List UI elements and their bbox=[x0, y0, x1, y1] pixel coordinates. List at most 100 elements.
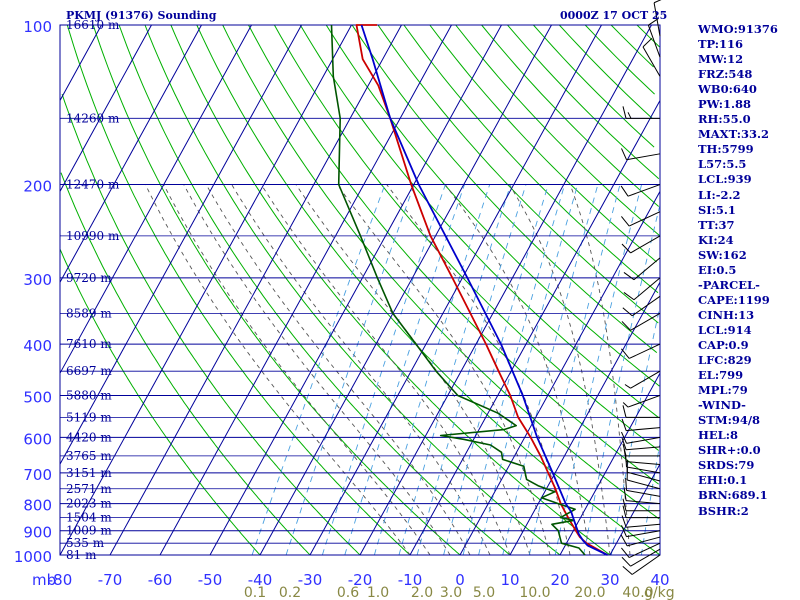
dry-adiabats bbox=[59, 24, 661, 556]
height-label: 14260 m bbox=[66, 111, 120, 125]
mixing-ratio-label: 2.0 bbox=[411, 585, 433, 600]
mixing-ratio-line bbox=[640, 444, 661, 556]
dry-adiabat bbox=[507, 24, 660, 180]
height-label: 16610 m bbox=[66, 18, 120, 32]
isotherm bbox=[609, 463, 661, 556]
wind-barb bbox=[622, 405, 660, 418]
dry-adiabat bbox=[481, 24, 660, 207]
height-label: 10990 m bbox=[66, 229, 120, 243]
chart-title: PKMJ (91376) Sounding bbox=[66, 9, 217, 22]
index-item: CAP:0.9 bbox=[698, 337, 749, 352]
moist-adiabat bbox=[509, 184, 611, 556]
height-label: 4420 m bbox=[66, 430, 112, 444]
temperature-tick-label: 20 bbox=[550, 571, 569, 589]
dry-adiabat bbox=[299, 24, 659, 418]
index-item: SI:5.1 bbox=[698, 202, 736, 217]
mixing-ratio-label: 1.0 bbox=[367, 585, 389, 600]
wind-barb bbox=[622, 505, 660, 519]
index-item: MPL:79 bbox=[698, 383, 748, 398]
dry-adiabat bbox=[455, 24, 661, 237]
height-label: 1504 m bbox=[66, 511, 112, 525]
isotherm bbox=[409, 100, 661, 556]
plot-frame bbox=[59, 24, 661, 556]
index-item: LFC:829 bbox=[698, 353, 752, 368]
index-item: -PARCEL- bbox=[698, 277, 760, 292]
mixing-ratio-line bbox=[462, 184, 566, 556]
wind-barbs bbox=[620, 0, 662, 575]
pressure-tick-label: 700 bbox=[23, 466, 52, 484]
temperature-tick-label: -20 bbox=[348, 571, 373, 589]
mixing-ratio-line bbox=[251, 184, 386, 556]
mixing-ratio-line bbox=[528, 184, 621, 556]
wind-barb bbox=[623, 257, 661, 281]
index-item: KI:24 bbox=[698, 232, 734, 247]
pressure-tick-label: 900 bbox=[23, 524, 52, 542]
index-item: -WIND- bbox=[698, 398, 746, 413]
height-label: 6697 m bbox=[66, 364, 112, 378]
mixing-unit-label: g/kg bbox=[644, 585, 675, 600]
height-label: 9720 m bbox=[66, 271, 112, 285]
pressure-tick-label: 800 bbox=[23, 497, 52, 515]
moist-adiabat bbox=[386, 184, 571, 556]
pressure-tick-label: 400 bbox=[23, 337, 52, 355]
wind-barb bbox=[621, 548, 661, 567]
isotherm bbox=[59, 24, 252, 374]
index-item: TT:37 bbox=[698, 217, 735, 232]
dry-adiabat bbox=[92, 24, 461, 556]
isotherm bbox=[159, 24, 452, 556]
wind-barb bbox=[621, 148, 661, 161]
mixing-ratio-label: 5.0 bbox=[473, 585, 495, 600]
index-item: LCL:939 bbox=[698, 172, 752, 187]
mixing-ratio-label: 0.6 bbox=[337, 585, 359, 600]
mixing-ratio-line bbox=[502, 184, 599, 556]
dry-adiabat bbox=[558, 24, 653, 119]
wind-barb bbox=[621, 525, 661, 538]
temperature-tick-label: -80 bbox=[48, 571, 73, 589]
moist-adiabat bbox=[205, 184, 471, 556]
height-label: 81 m bbox=[66, 548, 97, 562]
wind-barb bbox=[621, 437, 661, 451]
index-item: LCL:914 bbox=[698, 322, 752, 337]
wind-barb bbox=[621, 542, 661, 559]
temperature-tick-label: -70 bbox=[98, 571, 123, 589]
pressure-tick-label: 600 bbox=[23, 430, 52, 448]
index-item: BRN:689.1 bbox=[698, 488, 768, 503]
index-item: WB0:640 bbox=[698, 82, 757, 97]
wind-barb bbox=[620, 184, 661, 197]
dry-adiabat bbox=[610, 24, 654, 68]
isotherm bbox=[209, 24, 502, 556]
wind-barb bbox=[621, 418, 661, 432]
temperature-tick-label: 30 bbox=[600, 571, 619, 589]
isotherm bbox=[559, 372, 661, 556]
moist-adiabat bbox=[569, 184, 631, 556]
height-label: 5880 m bbox=[66, 388, 112, 402]
isotherm bbox=[359, 24, 652, 556]
wind-barb bbox=[622, 498, 660, 512]
pressure-unit-label: mb bbox=[32, 571, 56, 589]
dry-adiabat bbox=[429, 24, 657, 263]
isotherm bbox=[59, 24, 102, 101]
moist-adiabat bbox=[163, 184, 431, 556]
wind-barb bbox=[621, 431, 661, 444]
wind-barb bbox=[624, 370, 661, 389]
sounding-traces bbox=[330, 24, 608, 556]
isotherm bbox=[59, 24, 302, 465]
moist-adiabat bbox=[183, 184, 451, 556]
wind-barb bbox=[621, 343, 661, 359]
dry-adiabat bbox=[584, 24, 655, 95]
wind-barb bbox=[622, 295, 661, 317]
moist-adiabat bbox=[444, 184, 591, 556]
height-label: 1009 m bbox=[66, 524, 112, 538]
wind-barb bbox=[620, 534, 661, 547]
dry-adiabat bbox=[66, 24, 411, 556]
index-item: EHI:0.1 bbox=[698, 473, 748, 488]
wind-barb bbox=[623, 488, 661, 505]
height-label: 535 m bbox=[66, 536, 105, 550]
index-item: CAPE:1199 bbox=[698, 292, 770, 307]
isotherm bbox=[59, 24, 152, 192]
pressure-tick-label: 200 bbox=[23, 178, 52, 196]
isotherm bbox=[59, 24, 202, 283]
pressure-tick-label: 100 bbox=[23, 18, 52, 36]
